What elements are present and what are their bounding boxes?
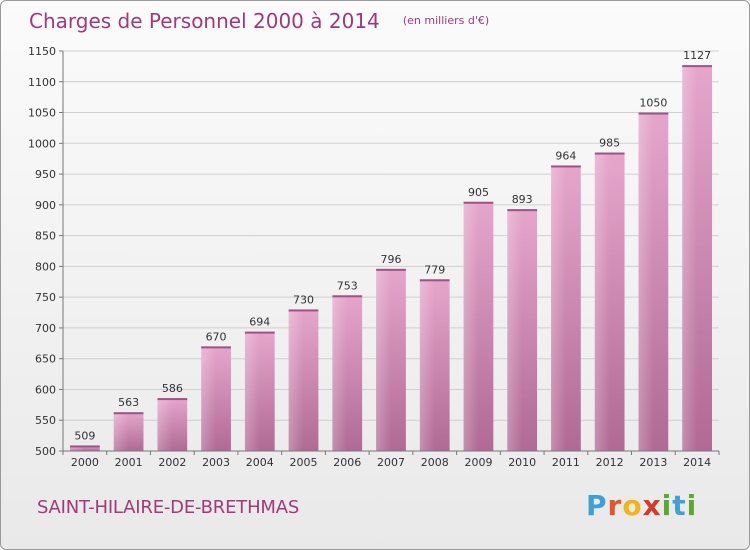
y-tick-label: 700 [35, 322, 56, 335]
x-tick-label: 2004 [246, 456, 274, 469]
logo-letter: t [672, 489, 687, 522]
y-axis: 500 550 600 650 700 750 800 850 900 950 1000 1050 11… [28, 45, 64, 458]
bar-value-label: 753 [337, 279, 358, 292]
x-tick-label: 2009 [464, 456, 492, 469]
y-tick-label: 800 [35, 260, 56, 273]
bar-highlight [594, 152, 610, 452]
y-tick-label: 1150 [28, 45, 56, 58]
city-name: SAINT-HILAIRE-DE-BRETHMAS [37, 497, 300, 518]
y-tick-label: 650 [35, 353, 56, 366]
bar-highlight [507, 209, 523, 451]
x-tick-label: 2006 [333, 456, 361, 469]
y-tick-label: 600 [35, 383, 56, 396]
y-tick-label: 750 [35, 291, 56, 304]
bar-highlight [288, 309, 304, 451]
x-axis: 2000 2001 2002 2003 2004 2005 2006 2007 2008 2009… [62, 450, 720, 469]
logo-letter: i [661, 489, 673, 522]
bar-highlight [682, 65, 698, 452]
bar-value-label: 563 [118, 396, 139, 409]
bar-highlight [551, 165, 566, 451]
bar-highlight [419, 279, 435, 451]
x-tick-label: 2013 [639, 456, 667, 469]
bar-value-label: 509 [74, 429, 95, 442]
bar-top-edge [332, 295, 363, 298]
bar-value-label: 985 [599, 137, 620, 150]
y-tick-label: 850 [35, 230, 56, 243]
bar-top-edge [376, 268, 406, 271]
bar-top-edge [551, 165, 581, 168]
bar-top-edge [157, 398, 188, 401]
logo-letter: o [622, 489, 643, 522]
x-tick-label: 2011 [552, 456, 580, 469]
bar-value-label: 586 [162, 382, 183, 395]
bar-top-edge [594, 152, 625, 155]
bar-top-edge [288, 309, 319, 312]
y-tick-label: 550 [35, 414, 56, 427]
bar-value-label: 730 [293, 293, 314, 306]
y-tick-label: 900 [35, 199, 56, 212]
proxiti-logo[interactable]: Proxiti [586, 489, 697, 522]
bar-top-edge [463, 201, 494, 204]
y-tick-label: 1100 [28, 76, 56, 89]
y-tick-label: 1000 [28, 137, 56, 150]
bar-top-edge [113, 412, 144, 415]
logo-letter: x [642, 489, 662, 522]
bar-value-label: 670 [206, 330, 227, 343]
bar-value-label: 796 [381, 253, 402, 266]
bar-highlight [332, 295, 348, 451]
x-tick-label: 2003 [202, 456, 230, 469]
x-tick-label: 2005 [290, 456, 318, 469]
bar-highlight [201, 346, 217, 451]
bar-value-label: 1050 [639, 97, 667, 110]
bar-value-label: 893 [512, 193, 533, 206]
logo-letter: r [607, 489, 623, 522]
x-tick-label: 2000 [71, 456, 99, 469]
bar-highlight [244, 331, 260, 451]
chart-title: Charges de Personnel 2000 à 2014 [29, 9, 380, 33]
bar-top-edge [201, 346, 231, 349]
bars: 509 563 586 670 694 730 753 796 779 905 893 964 985 1… [69, 49, 713, 452]
logo-letter: P [586, 489, 608, 522]
bar-value-label: 1127 [683, 49, 711, 62]
bar-chart: 500 550 600 650 700 750 800 850 900 950 1000 1050 11… [28, 45, 720, 469]
bar-highlight [69, 445, 85, 451]
y-tick-label: 1050 [28, 107, 56, 120]
bar-top-edge [244, 331, 275, 334]
chart-header: Charges de Personnel 2000 à 2014 (en mil… [29, 9, 489, 33]
x-tick-label: 2002 [158, 456, 186, 469]
x-tick-label: 2001 [115, 456, 143, 469]
y-tick-label: 950 [35, 168, 56, 181]
chart-subtitle: (en milliers d'€) [402, 14, 490, 27]
bar-highlight [638, 112, 654, 452]
bar-top-edge [638, 112, 669, 115]
bar-highlight [376, 268, 391, 451]
bar-value-label: 905 [468, 186, 489, 199]
bar-top-edge [682, 65, 713, 68]
bar-value-label: 694 [249, 316, 270, 329]
x-tick-label: 2010 [508, 456, 536, 469]
bar-value-label: 964 [555, 149, 576, 162]
bar-value-label: 779 [424, 263, 445, 276]
y-tick-label: 500 [35, 445, 56, 458]
x-tick-label: 2008 [421, 456, 449, 469]
bar-highlight [113, 412, 129, 451]
bar-highlight [157, 398, 173, 451]
x-tick-label: 2007 [377, 456, 405, 469]
x-tick-label: 2014 [683, 456, 711, 469]
bar-top-edge [507, 209, 538, 212]
logo-letter: i [686, 489, 698, 522]
bar-top-edge [419, 279, 450, 282]
bar-highlight [463, 201, 479, 451]
x-tick-label: 2012 [596, 456, 624, 469]
bar-top-edge [69, 445, 100, 448]
